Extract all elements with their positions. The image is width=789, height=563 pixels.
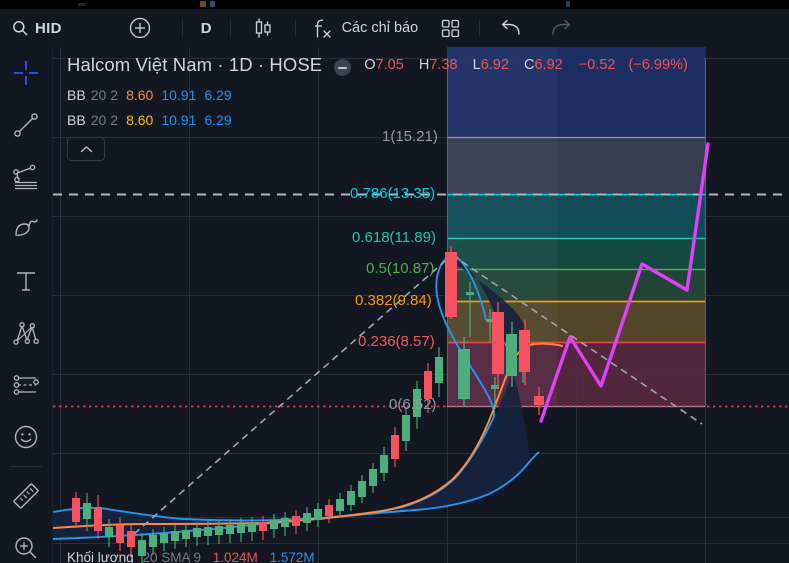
- measure-tool[interactable]: [0, 470, 52, 522]
- ruler-icon: [12, 482, 40, 510]
- browser-chrome-strip: [0, 0, 789, 9]
- text-tool[interactable]: [0, 255, 52, 307]
- forecast-projection-icon: [12, 371, 40, 399]
- fib-retracement-overlay[interactable]: [447, 47, 706, 408]
- redo-arrow-icon: [550, 19, 572, 37]
- candlestick-series[interactable]: [72, 246, 544, 563]
- layout-button[interactable]: [428, 9, 473, 47]
- search-icon: [12, 20, 28, 36]
- indicators-button[interactable]: Các chỉ báo: [298, 9, 429, 47]
- fib-label-0618: 0.618(11.89): [352, 229, 436, 246]
- volume-params: 20 SMA 9: [142, 550, 201, 563]
- magnifier-plus-icon: [12, 534, 40, 562]
- toolbar-divider-left-1: [10, 466, 42, 467]
- fib-label-0786: 0.786(13.35): [350, 185, 436, 202]
- candlestick-icon: [251, 17, 275, 39]
- undo-button[interactable]: [486, 9, 536, 47]
- volume-legend[interactable]: Khối lượng 20 SMA 9 1.024M 1.572M: [67, 550, 315, 563]
- symbol-text: HID: [35, 19, 62, 37]
- brush-tool[interactable]: [0, 203, 52, 255]
- projection-path[interactable]: [539, 142, 710, 423]
- toolbar-divider-2: [229, 19, 231, 37]
- fib-retracement-tool[interactable]: [0, 151, 52, 203]
- smiley-face-icon: [12, 423, 40, 451]
- indicators-label: Các chỉ báo: [341, 20, 419, 36]
- fib-label-05: 0.5(10.87): [366, 260, 435, 277]
- add-symbol-button[interactable]: [118, 9, 162, 47]
- toolbar-divider-4: [479, 19, 481, 37]
- volume-name: Khối lượng: [67, 550, 134, 563]
- toolbar-divider-1: [181, 19, 183, 37]
- chart-canvas-area[interactable]: [53, 47, 789, 563]
- trend-line-tool[interactable]: [0, 99, 52, 151]
- volume-value-1: 1.024M: [212, 550, 258, 563]
- trend-line-icon: [12, 111, 40, 139]
- fx-icon: [314, 17, 334, 39]
- chevron-up-icon: [80, 145, 93, 154]
- collapse-legend-button[interactable]: [67, 137, 105, 162]
- emoji-tool[interactable]: [0, 411, 52, 463]
- xabcd-pattern-icon: [12, 319, 40, 347]
- chart-svg: [53, 47, 789, 563]
- top-toolbar: HID D: [0, 9, 789, 48]
- volume-value-2: 1.572M: [269, 550, 315, 563]
- redo-button[interactable]: [536, 9, 586, 47]
- crosshair-tool[interactable]: [0, 47, 52, 99]
- crosshair-icon: [12, 59, 40, 87]
- fib-label-0: 0(6.52): [389, 396, 437, 413]
- uptrend-line[interactable]: [133, 254, 453, 535]
- fib-lines-icon: [12, 163, 40, 191]
- brush-pen-icon: [12, 215, 40, 243]
- grid-layout-icon: [441, 19, 460, 38]
- downtrend-line[interactable]: [451, 254, 703, 425]
- left-drawing-toolbar: [0, 47, 53, 563]
- fib-label-0382: 0.382(9.84): [355, 292, 432, 309]
- toolbar-divider-3: [294, 19, 296, 37]
- interval-button[interactable]: D: [200, 19, 212, 37]
- symbol-search-button[interactable]: HID: [0, 9, 72, 47]
- text-t-icon: [12, 267, 40, 295]
- candle-selloff: [445, 252, 457, 317]
- zoom-tool[interactable]: [0, 522, 52, 563]
- fib-label-1: 1(15.21): [382, 128, 438, 145]
- chart-type-button[interactable]: [233, 9, 293, 47]
- plus-circle-icon: [129, 17, 151, 39]
- patterns-tool[interactable]: [0, 307, 52, 359]
- fib-label-0236: 0.236(8.57): [358, 333, 435, 350]
- forecast-tool[interactable]: [0, 359, 52, 411]
- undo-arrow-icon: [500, 19, 522, 37]
